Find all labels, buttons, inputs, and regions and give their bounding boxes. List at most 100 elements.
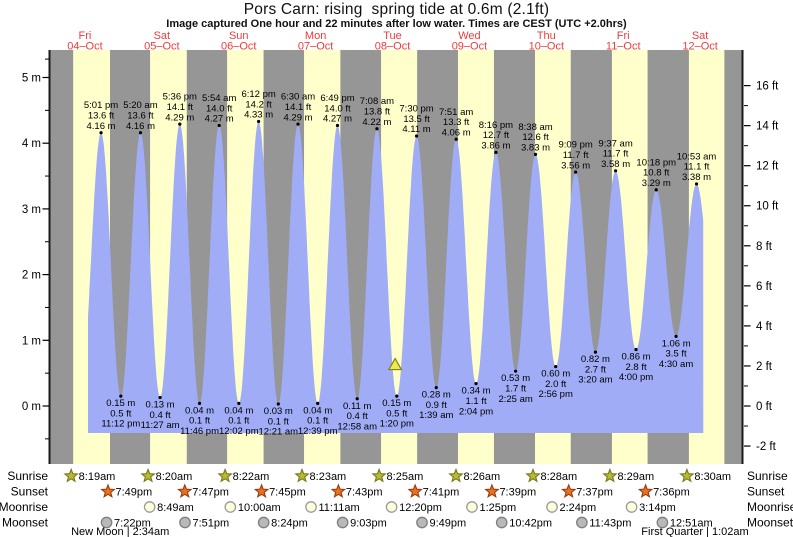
high-tide-point xyxy=(613,169,618,173)
low-tide-label-line: 0.4 ft xyxy=(150,410,171,421)
low-tide-label-line: 0.9 ft xyxy=(426,400,447,411)
low-tide-label-line: 0.60 m xyxy=(541,369,570,380)
moonset-icon xyxy=(336,516,349,529)
low-tide-label-line: 12:21 am xyxy=(258,427,298,438)
sunrise-icon xyxy=(63,467,79,483)
high-tide-point xyxy=(533,152,538,156)
tide-curve-area xyxy=(88,121,704,433)
row-label-right-sunrise: Sunrise xyxy=(747,469,788,483)
day-date-label: 04–Oct xyxy=(67,41,102,53)
high-tide-label-line: 13.3 ft xyxy=(443,117,470,128)
left-axis-tick-label: 5 m xyxy=(22,73,41,85)
high-tide-label-line: 3.29 m xyxy=(642,178,671,189)
high-tide-label-line: 3.38 m xyxy=(682,172,711,183)
low-tide-label-line: 0.04 m xyxy=(303,405,332,416)
left-axis-tick-label: 0 m xyxy=(22,401,41,413)
sunset-time: 7:43pm xyxy=(346,486,383,498)
sunset-icon xyxy=(407,483,423,499)
low-tide-label-line: 4:30 am xyxy=(659,359,693,370)
high-tide-label-line: 4.11 m xyxy=(402,124,430,135)
sunset-icon xyxy=(100,483,116,499)
sunrise-time: 8:26am xyxy=(463,471,500,483)
high-tide-label-line: 9:09 pm xyxy=(558,140,592,151)
sunrise-icon xyxy=(602,467,618,483)
sunset-time: 7:47pm xyxy=(192,486,229,498)
high-tide-label-line: 3.56 m xyxy=(561,160,590,171)
low-tide-point xyxy=(395,394,399,398)
sunrise-time: 8:25am xyxy=(387,471,424,483)
right-axis-tick-label: 14 ft xyxy=(756,121,779,133)
left-axis-tick-label: 4 m xyxy=(22,138,41,150)
moonset-time: 7:51pm xyxy=(192,517,229,529)
high-tide-label-line: 4.27 m xyxy=(205,114,234,125)
moonset-time: 9:49pm xyxy=(429,517,466,529)
high-tide-label-line: 5:20 am xyxy=(123,100,157,111)
low-tide-point xyxy=(237,401,241,405)
right-axis-tick-label: 16 ft xyxy=(756,81,779,93)
day-name-label: Thu xyxy=(537,30,556,42)
high-tide-point xyxy=(335,123,340,128)
low-tide-label-line: 0.15 m xyxy=(106,398,135,409)
left-axis-tick-label: 1 m xyxy=(22,335,41,347)
row-label-right-moonrise: Moonrise xyxy=(747,500,793,514)
low-tide-label: 0.34 m1.1 ft2:04 pm xyxy=(459,386,493,418)
low-tide-label-line: 0.04 m xyxy=(185,405,214,416)
high-tide-label-line: 5:01 pm xyxy=(84,100,118,111)
moonset-icon xyxy=(179,516,191,529)
low-tide-point xyxy=(355,397,359,401)
sunrise-time: 8:23am xyxy=(310,471,347,483)
low-tide-point xyxy=(593,350,598,354)
low-tide-label-line: 0.03 m xyxy=(264,406,293,417)
sunset-time: 7:36pm xyxy=(653,486,690,498)
day-name-label: Mon xyxy=(305,30,326,42)
low-tide-point xyxy=(316,401,320,405)
row-label-right-sunset: Sunset xyxy=(747,485,785,499)
low-tide-label-line: 2.7 ft xyxy=(585,364,606,375)
high-tide-label-line: 14.0 ft xyxy=(324,103,351,114)
low-tide-label: 1.06 m3.5 ft4:30 am xyxy=(659,338,693,370)
sunset-icon xyxy=(177,483,193,499)
high-tide-point xyxy=(138,131,143,135)
high-tide-label-line: 10.8 ft xyxy=(643,168,670,179)
low-tide-label-line: 0.34 m xyxy=(462,386,491,397)
high-tide-label-line: 11.1 ft xyxy=(684,162,710,173)
low-tide-label-line: 11:46 pm xyxy=(180,426,219,437)
moonset-time: 12:51am xyxy=(670,517,713,529)
low-tide-label-line: 0.4 ft xyxy=(347,411,368,422)
sunrise-icon xyxy=(140,467,156,483)
right-axis-tick-label: 2 ft xyxy=(756,361,773,373)
sunrise-time: 8:29am xyxy=(617,471,654,483)
sunrise-icon xyxy=(371,467,387,483)
low-tide-label-line: 2:25 am xyxy=(498,394,532,405)
moonrise-time: 3:14pm xyxy=(639,502,676,514)
low-tide-label-line: 0.5 ft xyxy=(110,408,131,419)
low-tide-label: 0.15 m0.5 ft1:20 pm xyxy=(380,398,414,430)
left-axis-tick-label: 3 m xyxy=(22,204,41,216)
high-tide-label-line: 14.2 ft xyxy=(245,99,272,110)
low-tide-label: 0.82 m2.7 ft3:20 am xyxy=(578,354,612,386)
sunrise-icon xyxy=(679,467,695,483)
sunrise-icon xyxy=(217,467,233,483)
low-tide-label-line: 0.1 ft xyxy=(268,416,289,427)
left-axis-tick-label: 2 m xyxy=(22,270,41,282)
moonset-time: 7:22pm xyxy=(114,517,151,529)
high-tide-label-line: 4.27 m xyxy=(323,114,352,125)
sunset-time: 7:49pm xyxy=(116,486,153,498)
low-tide-point xyxy=(674,334,678,338)
low-tide-label-line: 1.1 ft xyxy=(465,396,486,407)
low-tide-label-line: 0.86 m xyxy=(622,351,651,362)
low-tide-point xyxy=(119,394,123,398)
low-tide-label-line: 2:04 pm xyxy=(459,406,493,417)
high-tide-point xyxy=(694,182,699,186)
high-tide-label-line: 8:38 am xyxy=(518,122,552,133)
low-tide-label: 0.86 m2.8 ft4:00 pm xyxy=(619,351,653,383)
